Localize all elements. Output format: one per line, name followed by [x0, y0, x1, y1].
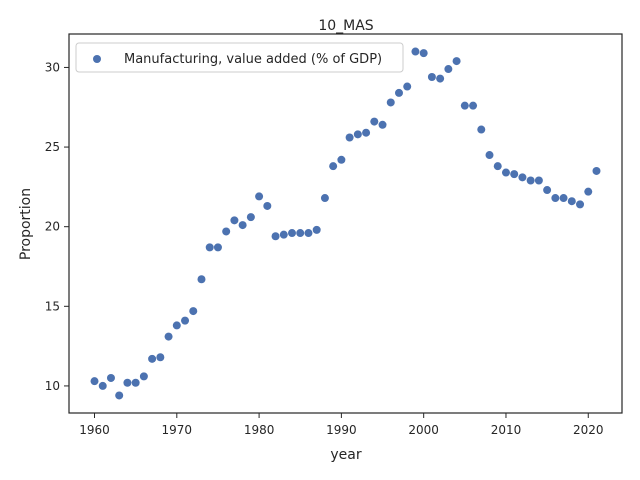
- data-point: [139, 372, 148, 381]
- legend-box: [75, 42, 404, 73]
- data-point: [403, 82, 412, 91]
- data-point: [189, 307, 198, 316]
- data-point: [419, 49, 428, 58]
- data-point: [427, 72, 436, 81]
- x-tick-label: 2000: [408, 423, 439, 437]
- data-point: [156, 353, 165, 362]
- data-point: [584, 187, 593, 196]
- data-point: [576, 200, 585, 209]
- data-point: [378, 120, 387, 129]
- x-tick-label: 2010: [491, 423, 522, 437]
- legend-label: Manufacturing, value added (% of GDP): [124, 52, 382, 67]
- y-axis-label: Proportion: [18, 188, 34, 260]
- x-tick-label: 1990: [326, 423, 357, 437]
- data-point: [534, 176, 543, 185]
- data-point: [493, 162, 502, 171]
- data-point: [288, 229, 297, 238]
- data-point: [263, 201, 272, 210]
- x-axis-label: year: [330, 447, 361, 463]
- data-point: [436, 74, 445, 83]
- y-tick-label: 30: [45, 60, 60, 74]
- data-point: [246, 213, 255, 222]
- y-tick-label: 10: [45, 379, 60, 393]
- data-point: [131, 378, 140, 387]
- data-point: [567, 197, 576, 206]
- data-point: [304, 229, 313, 238]
- data-point: [345, 133, 354, 142]
- data-point: [115, 391, 124, 400]
- data-point: [222, 227, 231, 236]
- data-point: [164, 332, 173, 341]
- y-tick-label: 25: [45, 140, 60, 154]
- x-tick-label: 1970: [162, 423, 193, 437]
- data-point: [394, 88, 403, 97]
- data-point: [213, 243, 222, 252]
- chart-title: 10_MAS: [318, 18, 373, 34]
- data-point: [485, 151, 494, 160]
- data-point: [148, 354, 157, 363]
- data-point: [469, 101, 478, 110]
- data-point: [279, 230, 288, 239]
- data-point: [551, 194, 560, 203]
- data-point: [411, 47, 420, 56]
- data-points: [90, 47, 601, 400]
- data-point: [90, 377, 99, 386]
- data-point: [362, 128, 371, 137]
- data-point: [312, 225, 321, 234]
- x-tick-label: 1960: [79, 423, 110, 437]
- data-point: [477, 125, 486, 134]
- y-axis: 10 15 20 25 30: [45, 60, 69, 393]
- data-point: [526, 176, 535, 185]
- x-tick-label: 1980: [244, 423, 275, 437]
- data-point: [123, 378, 132, 387]
- data-point: [181, 316, 190, 325]
- data-point: [460, 101, 469, 110]
- data-point: [518, 173, 527, 182]
- y-tick-label: 15: [45, 299, 60, 313]
- data-point: [230, 216, 239, 225]
- data-point: [172, 321, 181, 330]
- data-point: [337, 155, 346, 164]
- x-axis: 1960 1970 1980 1990 2000 2010 2020: [79, 413, 604, 437]
- data-point: [106, 373, 115, 382]
- data-point: [197, 275, 206, 284]
- data-point: [510, 170, 519, 179]
- data-point: [320, 194, 329, 203]
- data-point: [271, 232, 280, 241]
- data-point: [543, 186, 552, 195]
- data-point: [370, 117, 379, 126]
- data-point: [386, 98, 395, 107]
- data-point: [559, 194, 568, 203]
- data-point: [501, 168, 510, 177]
- x-tick-label: 2020: [573, 423, 604, 437]
- legend-marker: [93, 55, 101, 63]
- data-point: [353, 130, 362, 139]
- y-tick-label: 20: [45, 220, 60, 234]
- data-point: [205, 243, 214, 252]
- legend: Manufacturing, value added (% of GDP): [75, 42, 404, 73]
- plot-frame: [68, 33, 623, 414]
- data-point: [452, 57, 461, 66]
- data-point: [444, 65, 453, 74]
- data-point: [238, 221, 247, 230]
- data-point: [255, 192, 264, 201]
- data-point: [98, 381, 107, 390]
- data-point: [592, 166, 601, 175]
- data-point: [296, 229, 305, 238]
- data-point: [329, 162, 338, 171]
